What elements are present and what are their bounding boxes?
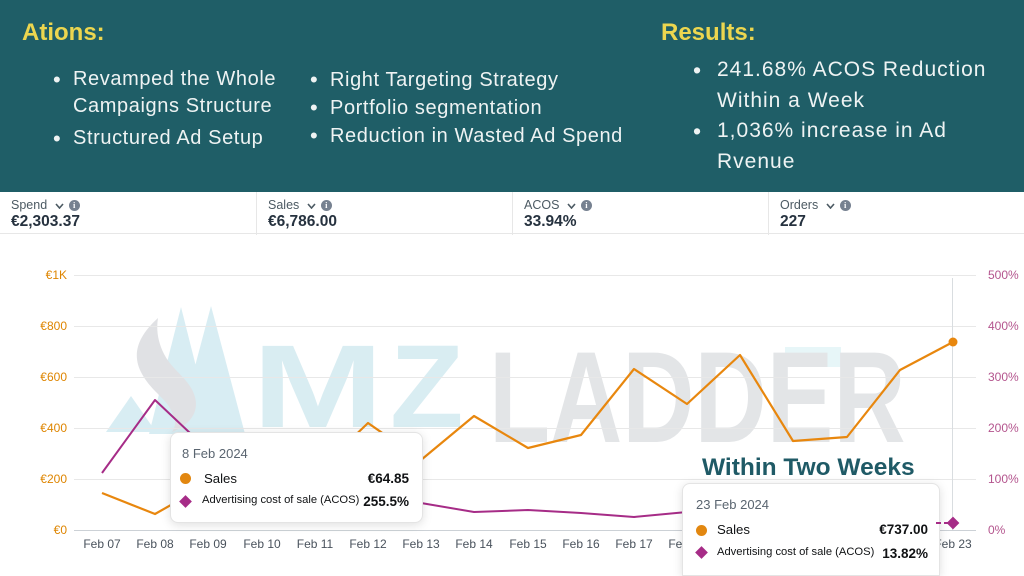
- svg-text:Feb 08: Feb 08: [136, 537, 174, 551]
- svg-text:Feb 23: Feb 23: [934, 537, 972, 551]
- svg-text:Feb 12: Feb 12: [349, 537, 387, 551]
- svg-text:Feb 11: Feb 11: [297, 537, 334, 551]
- svg-text:Feb 13: Feb 13: [402, 537, 440, 551]
- svg-text:Z: Z: [390, 321, 464, 453]
- svg-text:€800: €800: [40, 319, 67, 333]
- svg-text:Feb 10: Feb 10: [243, 537, 281, 551]
- svg-text:100%: 100%: [988, 472, 1019, 486]
- svg-text:300%: 300%: [988, 370, 1019, 384]
- svg-text:Feb 17: Feb 17: [615, 537, 653, 551]
- svg-text:Feb 15: Feb 15: [509, 537, 547, 551]
- svg-text:Feb 09: Feb 09: [189, 537, 227, 551]
- svg-text:0%: 0%: [988, 523, 1006, 537]
- svg-text:Feb 07: Feb 07: [83, 537, 121, 551]
- svg-text:€600: €600: [40, 370, 67, 384]
- svg-text:€400: €400: [40, 421, 67, 435]
- svg-text:Feb 16: Feb 16: [562, 537, 600, 551]
- svg-text:€200: €200: [40, 472, 67, 486]
- svg-text:LADDER: LADDER: [489, 324, 906, 470]
- svg-text:€0: €0: [54, 523, 68, 537]
- svg-text:500%: 500%: [988, 268, 1019, 282]
- svg-text:€1K: €1K: [46, 268, 67, 282]
- svg-text:Feb 14: Feb 14: [455, 537, 493, 551]
- svg-text:200%: 200%: [988, 421, 1019, 435]
- svg-text:400%: 400%: [988, 319, 1019, 333]
